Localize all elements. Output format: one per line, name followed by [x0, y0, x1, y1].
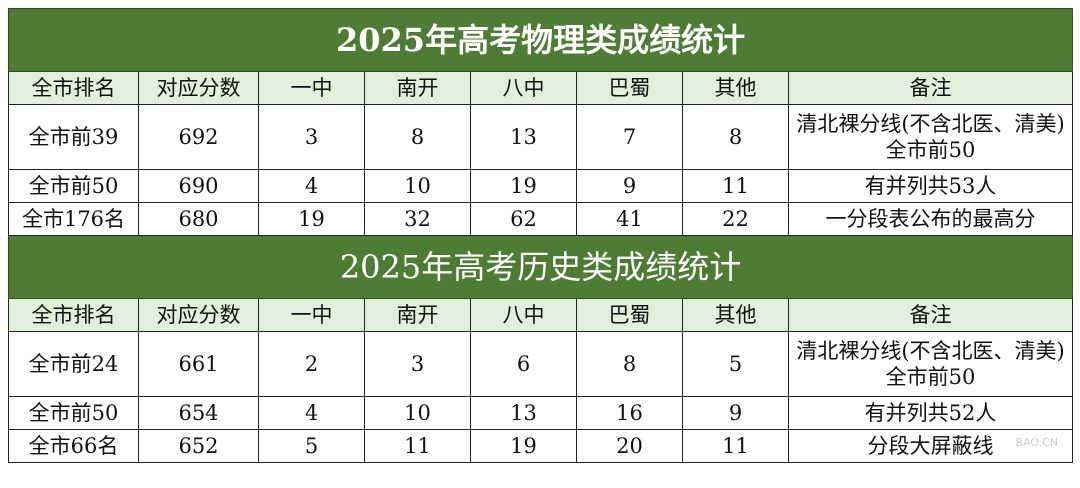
cell-score: 690	[138, 169, 259, 203]
cell-note: 清北裸分线(不含北医、清美)全市前50	[787, 331, 1074, 397]
cell-bazhong: 13	[470, 396, 577, 430]
cell-other: 5	[682, 331, 789, 397]
table-title: 2025年高考物理类成绩统计	[7, 8, 1074, 72]
cell-other: 8	[682, 104, 789, 170]
header-rank: 全市排名	[8, 298, 139, 332]
cell-bashu: 20	[576, 429, 683, 463]
cell-yizhong: 5	[258, 429, 365, 463]
cell-bashu: 7	[576, 104, 683, 170]
cell-bashu: 9	[576, 169, 683, 203]
cell-note: 有并列共53人	[787, 169, 1074, 203]
cell-score: 652	[138, 429, 259, 463]
table-row: 全市前24 661 2 3 6 8 5 清北裸分线(不含北医、清美)全市前50	[8, 331, 1074, 397]
table-row: 全市前50 690 4 10 19 9 11 有并列共53人	[8, 169, 1074, 203]
header-bazhong: 八中	[470, 298, 577, 332]
cell-bazhong: 62	[470, 202, 577, 236]
header-note: 备注	[787, 298, 1074, 332]
cell-bashu: 16	[576, 396, 683, 430]
table-row: 全市前50 654 4 10 13 16 9 有并列共52人	[8, 396, 1074, 430]
header-rank: 全市排名	[8, 71, 139, 105]
header-yizhong: 一中	[258, 298, 365, 332]
cell-yizhong: 2	[258, 331, 365, 397]
cell-other: 11	[682, 169, 789, 203]
header-note: 备注	[787, 71, 1074, 105]
header-row: 全市排名 对应分数 一中 南开 八中 巴蜀 其他 备注	[8, 71, 1074, 105]
cell-other: 22	[682, 202, 789, 236]
table-title-row: 2025年高考物理类成绩统计	[7, 8, 1074, 72]
cell-bazhong: 19	[470, 169, 577, 203]
header-bashu: 巴蜀	[576, 298, 683, 332]
cell-score: 680	[138, 202, 259, 236]
cell-rank: 全市176名	[8, 202, 139, 236]
cell-rank: 全市前24	[8, 331, 139, 397]
cell-yizhong: 19	[258, 202, 365, 236]
cell-rank: 全市前50	[8, 396, 139, 430]
table-row: 全市66名 652 5 11 19 20 11 分段大屏蔽线	[8, 429, 1074, 463]
header-yizhong: 一中	[258, 71, 365, 105]
header-score: 对应分数	[138, 71, 259, 105]
header-row: 全市排名 对应分数 一中 南开 八中 巴蜀 其他 备注	[8, 298, 1074, 332]
header-bazhong: 八中	[470, 71, 577, 105]
score-table: 2025年高考物理类成绩统计 全市排名 对应分数 一中 南开 八中 巴蜀 其他 备注 全市前39 6…	[7, 8, 1074, 463]
cell-bashu: 41	[576, 202, 683, 236]
cell-score: 654	[138, 396, 259, 430]
cell-yizhong: 3	[258, 104, 365, 170]
cell-nankai: 10	[364, 396, 471, 430]
watermark-text: BAO.CN	[1015, 436, 1059, 449]
cell-note: 分段大屏蔽线	[787, 429, 1074, 463]
cell-rank: 全市前50	[8, 169, 139, 203]
cell-other: 11	[682, 429, 789, 463]
header-nankai: 南开	[364, 298, 471, 332]
cell-rank: 全市前39	[8, 104, 139, 170]
table-title: 2025年高考历史类成绩统计	[7, 235, 1074, 299]
cell-note: 一分段表公布的最高分	[787, 202, 1074, 236]
cell-other: 9	[682, 396, 789, 430]
score-statistics-sheet: 2025年高考物理类成绩统计 全市排名 对应分数 一中 南开 八中 巴蜀 其他 备注 全市前39 6…	[7, 8, 1074, 463]
table-row: 全市前39 692 3 8 13 7 8 清北裸分线(不含北医、清美)全市前50	[8, 104, 1074, 170]
cell-nankai: 3	[364, 331, 471, 397]
cell-note: 有并列共52人	[787, 396, 1074, 430]
cell-bazhong: 6	[470, 331, 577, 397]
cell-nankai: 10	[364, 169, 471, 203]
table-row: 全市176名 680 19 32 62 41 22 一分段表公布的最高分	[8, 202, 1074, 236]
cell-yizhong: 4	[258, 396, 365, 430]
cell-nankai: 32	[364, 202, 471, 236]
header-other: 其他	[682, 298, 789, 332]
cell-rank: 全市66名	[8, 429, 139, 463]
cell-score: 692	[138, 104, 259, 170]
cell-bazhong: 13	[470, 104, 577, 170]
table-title-row: 2025年高考历史类成绩统计	[7, 235, 1074, 299]
cell-score: 661	[138, 331, 259, 397]
cell-nankai: 11	[364, 429, 471, 463]
cell-note: 清北裸分线(不含北医、清美)全市前50	[787, 104, 1074, 170]
cell-yizhong: 4	[258, 169, 365, 203]
cell-nankai: 8	[364, 104, 471, 170]
header-score: 对应分数	[138, 298, 259, 332]
header-bashu: 巴蜀	[576, 71, 683, 105]
header-other: 其他	[682, 71, 789, 105]
cell-bazhong: 19	[470, 429, 577, 463]
header-nankai: 南开	[364, 71, 471, 105]
cell-bashu: 8	[576, 331, 683, 397]
